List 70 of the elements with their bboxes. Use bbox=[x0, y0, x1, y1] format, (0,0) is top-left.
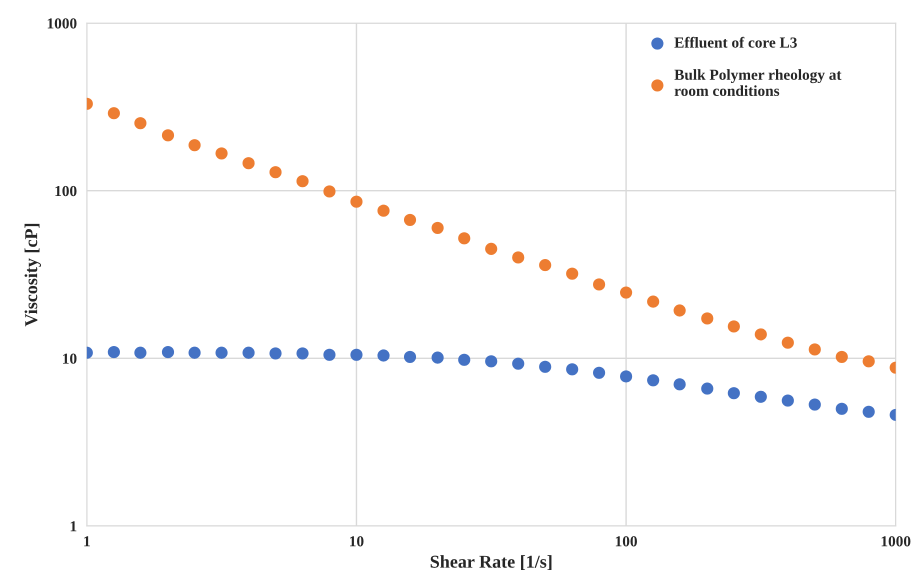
point bbox=[674, 378, 686, 390]
point bbox=[350, 196, 363, 208]
point bbox=[134, 346, 146, 359]
point bbox=[242, 157, 255, 170]
point bbox=[701, 312, 714, 325]
point bbox=[808, 343, 821, 356]
x-tick-label: 100 bbox=[616, 536, 637, 546]
point bbox=[432, 222, 444, 234]
point bbox=[162, 129, 174, 142]
point bbox=[215, 147, 228, 160]
point bbox=[162, 346, 174, 358]
point bbox=[539, 259, 552, 272]
point bbox=[188, 346, 201, 359]
point bbox=[188, 139, 201, 152]
point bbox=[458, 232, 470, 244]
point bbox=[782, 336, 794, 349]
x-tick-label: 1 bbox=[84, 536, 90, 546]
point bbox=[566, 363, 578, 376]
y-tick-label: 1 bbox=[70, 521, 76, 532]
point bbox=[485, 355, 498, 368]
point bbox=[782, 394, 794, 407]
point bbox=[836, 350, 848, 363]
point bbox=[458, 354, 470, 366]
x-axis-title: Shear Rate [1/s] bbox=[430, 555, 552, 570]
point bbox=[701, 382, 714, 395]
y-tick-label: 1000 bbox=[48, 18, 77, 29]
point bbox=[728, 320, 740, 333]
point bbox=[404, 350, 416, 363]
point bbox=[620, 286, 632, 299]
point bbox=[808, 398, 821, 411]
point bbox=[836, 402, 848, 415]
point bbox=[566, 268, 578, 280]
y-tick-label: 100 bbox=[55, 186, 77, 196]
point bbox=[620, 370, 632, 383]
point bbox=[647, 374, 660, 386]
x-tick-label: 1000 bbox=[882, 536, 910, 546]
point bbox=[296, 175, 309, 188]
point bbox=[593, 366, 606, 379]
point bbox=[512, 251, 524, 264]
point bbox=[674, 304, 686, 317]
point bbox=[296, 347, 309, 360]
point bbox=[377, 204, 390, 217]
point bbox=[512, 358, 524, 370]
point bbox=[728, 387, 740, 400]
point bbox=[377, 349, 390, 362]
point bbox=[593, 278, 606, 291]
point bbox=[269, 166, 282, 178]
point bbox=[350, 348, 363, 361]
point bbox=[269, 347, 282, 360]
point bbox=[754, 328, 767, 340]
point bbox=[134, 117, 146, 130]
point bbox=[404, 214, 416, 226]
point bbox=[323, 348, 336, 361]
point bbox=[539, 360, 552, 373]
legend-label: Effluent of core L3 bbox=[674, 36, 797, 48]
y-axis-title: Viscosity [cP] bbox=[24, 224, 41, 326]
point bbox=[108, 107, 120, 120]
point bbox=[215, 346, 228, 359]
point bbox=[323, 185, 336, 198]
point bbox=[754, 390, 767, 403]
point bbox=[862, 406, 875, 418]
point bbox=[432, 352, 444, 364]
point bbox=[862, 355, 875, 368]
y-tick-label: 10 bbox=[63, 354, 77, 364]
legend-label: Bulk Polymer rheology at room conditions bbox=[674, 69, 842, 96]
point bbox=[647, 296, 660, 308]
point bbox=[108, 346, 120, 358]
point bbox=[242, 346, 255, 359]
x-tick-label: 10 bbox=[350, 536, 364, 546]
point bbox=[485, 242, 498, 255]
